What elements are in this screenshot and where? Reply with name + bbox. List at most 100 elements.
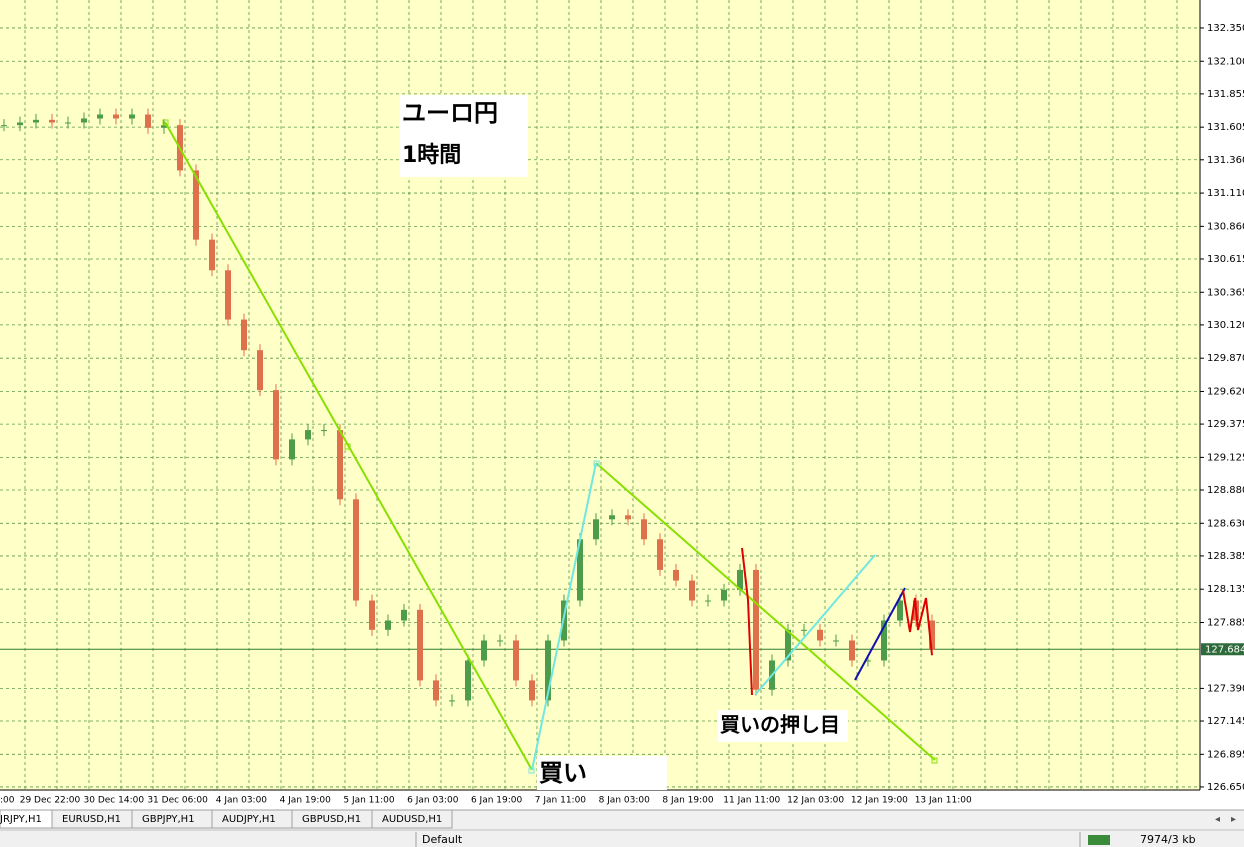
candle-body [209,239,215,271]
y-tick-label: 130.365 [1207,287,1244,298]
y-tick-label: 131.360 [1207,155,1244,166]
candle-body [433,680,439,701]
tab-scroll[interactable]: ▸ [1231,814,1236,825]
candle-body [449,700,455,702]
candle-body [881,620,887,661]
candle-body [353,499,359,601]
x-tick-label: 8 Jan 19:00 [662,796,714,806]
x-tick-label: 7 Jan 11:00 [535,796,587,806]
candle-body [833,640,839,642]
y-tick-label: 132.100 [1207,56,1244,67]
candle-body [417,609,423,681]
x-tick-label: 5 Jan 11:00 [343,796,395,806]
candle-body [929,620,935,650]
y-tick-label: 132.350 [1207,23,1244,34]
candle-body [801,629,807,631]
candle-body [369,600,375,630]
candle-body [657,539,663,570]
y-tick-label: 131.110 [1207,188,1244,199]
candle-body [849,640,855,661]
candle-body [225,270,231,320]
tab-scroll[interactable]: ◂ [1215,814,1220,825]
candle-body [337,430,343,500]
x-tick-label: 6 Jan 03:00 [407,796,459,806]
candle-body [161,125,167,128]
candle-body [817,629,823,641]
x-tick-label: 29 Dec 22:00 [20,796,81,806]
x-tick-label: :00 [0,796,15,806]
candle-body [897,600,903,621]
candle-body [257,350,263,391]
tab-label[interactable]: GBPJPY,H1 [142,814,195,825]
candle-body [593,519,599,540]
y-tick-label: 131.855 [1207,89,1244,100]
tab-label[interactable]: GBPUSD,H1 [302,814,361,825]
candle-body [289,439,295,460]
candle-body [465,660,471,701]
label-box [400,95,528,177]
y-tick-label: 128.630 [1207,518,1244,529]
y-tick-label: 129.125 [1207,452,1244,463]
candle-body [129,114,135,119]
y-tick-label: 127.885 [1207,617,1244,628]
candle-body [497,640,503,642]
annotation-timeframe: 1時間 [402,143,461,168]
price-axis-bg [1200,0,1244,810]
y-tick-label: 130.120 [1207,320,1244,331]
candle-body [625,515,631,520]
y-tick-label: 128.135 [1207,584,1244,595]
tab-label[interactable]: JRJPY,H1 [0,814,42,825]
candle-body [321,430,327,432]
annotation-buy-dip: 買いの押し目 [720,713,840,737]
y-tick-label: 130.860 [1207,221,1244,232]
x-tick-label: 12 Jan 19:00 [851,796,908,806]
candle-body [305,430,311,440]
x-tick-label: 13 Jan 11:00 [915,796,972,806]
candle-body [689,580,695,601]
tab[interactable] [371,809,453,829]
candle-body [1,125,7,127]
x-tick-label: 8 Jan 03:00 [599,796,651,806]
tab-label[interactable]: AUDUSD,H1 [382,814,442,825]
candle-body [33,119,39,123]
x-tick-label: 4 Jan 19:00 [280,796,332,806]
y-tick-label: 128.880 [1207,485,1244,496]
traffic-icon [1088,835,1110,845]
y-tick-label: 127.390 [1207,683,1244,694]
candle-body [17,122,23,126]
candle-body [737,569,743,590]
candle-body [273,390,279,460]
candle-body [785,629,791,661]
y-tick-label: 131.605 [1207,122,1244,133]
candle-body [545,640,551,701]
annotation-buy: 買い [539,759,587,787]
candle-body [241,319,247,351]
label-box [718,710,848,742]
candle-body [753,569,759,690]
candle-body [145,114,151,128]
x-tick-label: 6 Jan 19:00 [471,796,523,806]
candle-body [97,114,103,119]
y-tick-label: 129.870 [1207,353,1244,364]
tab-label[interactable]: AUDJPY,H1 [222,814,276,825]
x-tick-label: 12 Jan 03:00 [787,796,844,806]
y-tick-label: 128.385 [1207,551,1244,562]
time-axis-bg [0,790,1200,810]
candle-body [65,122,71,124]
candle-body [865,660,871,662]
candle-body [673,569,679,581]
candle-body [113,114,119,119]
status-bar [0,830,1244,847]
candle-body [529,680,535,701]
x-tick-label: 31 Dec 06:00 [147,796,208,806]
chart-bg [0,0,1200,790]
label-box [537,756,667,790]
current-price-box [1201,643,1244,656]
y-tick-label: 127.145 [1207,716,1244,727]
x-tick-label: 30 Dec 14:00 [84,796,145,806]
candle-body [193,170,199,240]
x-tick-label: 4 Jan 03:00 [216,796,268,806]
tab-label[interactable]: EURUSD,H1 [62,814,121,825]
candle-body [609,515,615,520]
